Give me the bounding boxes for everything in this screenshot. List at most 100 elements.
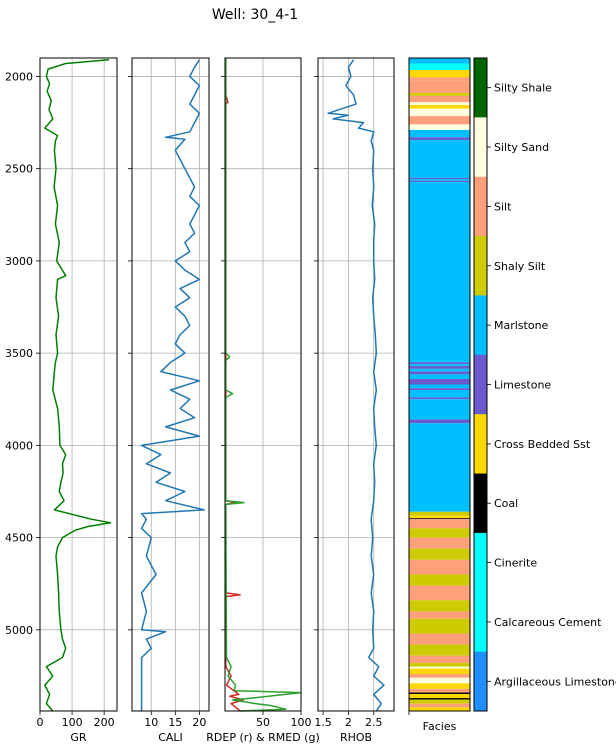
value-tick-label: 20 — [192, 716, 206, 729]
value-tick-label: 15 — [168, 716, 182, 729]
depth-tick-label: 2500 — [5, 163, 33, 176]
facies-interval — [409, 703, 470, 708]
track-xlabel: GR — [70, 731, 87, 744]
track-rhob: 1.5 2 2.5 RHOB — [314, 57, 395, 744]
facies-interval — [409, 77, 470, 81]
legend-swatch — [474, 295, 487, 356]
facies-interval — [409, 366, 470, 369]
curve-rhob-0 — [327, 59, 385, 712]
facies-interval — [409, 397, 470, 400]
facies-interval — [409, 528, 470, 538]
facies-interval — [409, 108, 470, 117]
facies-interval — [409, 655, 470, 664]
value-tick-label: 1.5 — [314, 716, 332, 729]
facies-xlabel: Facies — [423, 720, 457, 733]
legend-label: Silty Sand — [494, 141, 549, 154]
facies-track: Facies — [408, 57, 471, 733]
facies-interval — [409, 116, 470, 125]
legend-label: Shaly Silt — [494, 260, 546, 273]
facies-interval — [409, 368, 470, 372]
facies-interval — [409, 688, 470, 693]
legend-swatch — [474, 236, 487, 296]
facies-interval — [409, 677, 470, 684]
legend-swatch — [474, 58, 487, 118]
facies-interval — [409, 698, 470, 700]
facies-interval — [409, 419, 470, 424]
depth-tick-label: 3500 — [5, 347, 33, 360]
facies-frame — [408, 57, 471, 712]
facies-interval — [409, 692, 470, 695]
facies-interval — [409, 511, 470, 516]
facies-interval — [409, 374, 470, 379]
value-tick-label: 2 — [345, 716, 352, 729]
facies-interval — [409, 668, 470, 675]
facies-interval — [409, 105, 470, 109]
facies-interval — [409, 663, 470, 667]
facies-interval — [409, 707, 470, 711]
legend-label: Cinerite — [494, 557, 537, 570]
legend-label: Silty Shale — [494, 82, 552, 95]
facies-interval — [409, 177, 470, 180]
legend-swatch — [474, 117, 487, 178]
facies-interval — [409, 179, 470, 181]
facies-interval — [409, 390, 470, 398]
legend-label: Cross Bedded Sst — [494, 438, 591, 451]
track-frame — [131, 57, 210, 712]
value-tick-label: 0 — [37, 716, 44, 729]
legend-swatch — [474, 651, 487, 712]
facies-interval — [409, 537, 470, 549]
facies-interval — [409, 694, 470, 699]
depth-tick-label: 4500 — [5, 532, 33, 545]
facies-interval — [409, 674, 470, 678]
track-cali: 10 15 20 CALI — [128, 57, 210, 744]
track-gr: 2000 2500 3000 3500 4000 4500 5000 0 100 200 GR — [5, 57, 118, 744]
facies-interval — [409, 388, 470, 391]
facies-interval — [409, 378, 470, 385]
facies-interval — [409, 129, 470, 138]
facies-interval — [409, 63, 470, 70]
facies-interval — [409, 140, 470, 178]
facies-interval — [409, 618, 470, 634]
facies-interval — [409, 93, 470, 96]
facies-interval — [409, 666, 470, 669]
facies-interval — [409, 124, 470, 130]
facies-interval — [409, 80, 470, 94]
facies-interval — [409, 102, 470, 106]
facies-interval — [409, 683, 470, 689]
legend-swatch — [474, 592, 487, 652]
legend-swatch — [474, 354, 487, 415]
legend-label: Marlstone — [494, 319, 549, 332]
facies-interval — [409, 585, 470, 601]
legend-label: Argillaceous Limestone — [494, 675, 616, 688]
facies-interval — [409, 371, 470, 375]
track-xlabel: CALI — [158, 731, 183, 744]
depth-tick-label: 3000 — [5, 255, 33, 268]
facies-interval — [409, 600, 470, 612]
value-tick-label: 100 — [291, 716, 312, 729]
curve-res-1 — [225, 58, 302, 712]
facies-interval — [409, 644, 470, 656]
legend-label: Silt — [494, 200, 512, 213]
value-tick-label: 50 — [256, 716, 270, 729]
facies-interval — [409, 95, 470, 103]
facies-interval — [409, 69, 470, 78]
track-frame — [39, 57, 118, 712]
track-xlabel: RHOB — [340, 731, 372, 744]
facies-interval — [409, 181, 470, 363]
facies-interval — [409, 633, 470, 645]
facies-interval — [409, 384, 470, 389]
legend-label: Coal — [494, 497, 518, 510]
facies-interval — [409, 699, 470, 704]
facies-interval — [409, 137, 470, 141]
legend-swatch — [474, 176, 487, 237]
figure-title: Well: 30_4-1 — [212, 7, 298, 23]
facies-interval — [409, 611, 470, 619]
legend-swatch — [474, 414, 487, 474]
facies-interval — [409, 180, 470, 182]
legend-swatch — [474, 473, 487, 534]
depth-tick-label: 5000 — [5, 624, 33, 637]
value-tick-label: 200 — [94, 716, 115, 729]
track-frame — [317, 57, 395, 712]
